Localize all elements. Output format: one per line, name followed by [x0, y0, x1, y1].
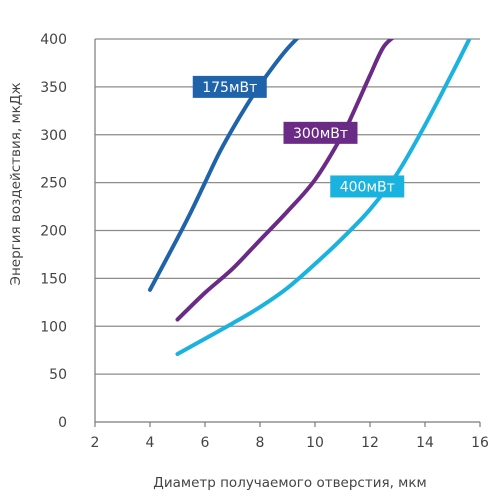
series-label-box-1 — [192, 75, 267, 98]
y-axis-title: Энергия воздействия, мкДж — [8, 83, 24, 286]
y-tick-label-250: 250 — [40, 176, 67, 192]
series-label-1: 175мВт — [192, 75, 267, 98]
series-label-text-3: 400мВт — [340, 179, 395, 195]
x-tick-label-16: 16 — [471, 435, 489, 451]
x-tick-label-12: 12 — [361, 435, 379, 451]
x-tick-label-10: 10 — [306, 435, 324, 451]
series-lines — [148, 39, 472, 357]
series-label-box-3 — [330, 175, 405, 198]
series-label-text-2: 300мВт — [293, 126, 348, 142]
y-tick-label-350: 350 — [40, 80, 67, 96]
series-label-text-1: 175мВт — [202, 80, 257, 96]
series-label-box-2 — [283, 121, 358, 144]
x-axis-title: Диаметр получаемого отверстия, мкм — [153, 475, 426, 491]
series-line-3 — [175, 39, 472, 357]
series-line-1 — [148, 39, 300, 292]
series-label-3: 400мВт — [330, 175, 405, 198]
x-tick-label-2: 2 — [91, 435, 100, 451]
y-tick-label-100: 100 — [40, 319, 67, 335]
y-tick-label-200: 200 — [40, 224, 67, 240]
y-tick-label-50: 50 — [49, 367, 67, 383]
series-line-2 — [175, 39, 395, 322]
y-tick-label-150: 150 — [40, 271, 67, 287]
x-tick-label-6: 6 — [201, 435, 210, 451]
y-tick-label-0: 0 — [58, 415, 67, 431]
series-labels: 175мВт 300мВт 400мВт — [192, 75, 405, 198]
axes — [94, 39, 481, 427]
series-label-2: 300мВт — [283, 121, 358, 144]
grid-lines — [95, 38, 480, 375]
x-tick-label-4: 4 — [146, 435, 155, 451]
x-tick-label-14: 14 — [416, 435, 434, 451]
y-tick-label-400: 400 — [40, 32, 67, 48]
y-tick-label-300: 300 — [40, 128, 67, 144]
x-tick-label-8: 8 — [256, 435, 265, 451]
tick-labels: 2 4 6 8 10 12 14 16 0 50 100 150 200 250 300 350 400 — [40, 32, 489, 451]
